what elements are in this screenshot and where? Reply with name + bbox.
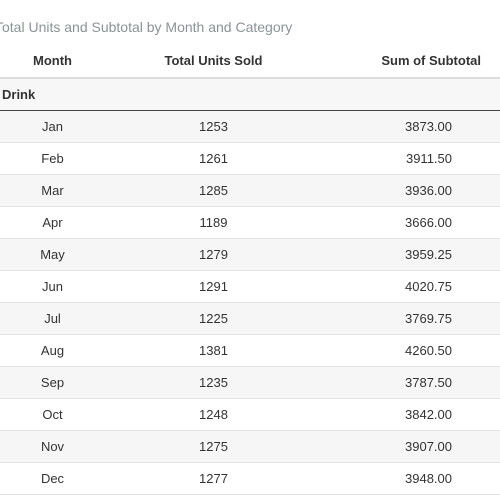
cell-sum-subtotal: 3936.00 bbox=[322, 174, 500, 207]
cell-sum-subtotal: 3959.25 bbox=[322, 238, 500, 271]
table-row: Jan 1253 3873.00 bbox=[0, 110, 500, 143]
cell-sum-subtotal: 3787.50 bbox=[322, 366, 500, 399]
column-header-sum-subtotal[interactable]: Sum of Subtotal bbox=[322, 44, 500, 79]
table-body: Drink Jan 1253 3873.00 Feb 1261 3911.50 … bbox=[0, 78, 500, 495]
table-row: Feb 1261 3911.50 bbox=[0, 142, 500, 175]
cell-sum-subtotal: 3948.00 bbox=[322, 462, 500, 495]
table-row: Apr 1189 3666.00 bbox=[0, 206, 500, 239]
cell-sum-subtotal: 3842.00 bbox=[322, 398, 500, 431]
cell-sum-subtotal: 3911.50 bbox=[322, 142, 500, 175]
table-row: Aug 1381 4260.50 bbox=[0, 334, 500, 367]
cell-total-units: 1248 bbox=[105, 398, 322, 431]
cell-total-units: 1275 bbox=[105, 430, 322, 463]
cell-month: Oct bbox=[0, 398, 105, 431]
group-row: Drink bbox=[0, 78, 500, 111]
cell-total-units: 1261 bbox=[105, 142, 322, 175]
cell-month: May bbox=[0, 238, 105, 271]
group-label: Drink bbox=[0, 78, 500, 111]
data-table: Month Total Units Sold Sum of Subtotal D… bbox=[0, 44, 500, 495]
table-row: Jul 1225 3769.75 bbox=[0, 302, 500, 335]
cell-month: Aug bbox=[0, 334, 105, 367]
cell-total-units: 1235 bbox=[105, 366, 322, 399]
table-row: Oct 1248 3842.00 bbox=[0, 398, 500, 431]
cell-month: Jul bbox=[0, 302, 105, 335]
cell-sum-subtotal: 3873.00 bbox=[322, 110, 500, 143]
table-row: Dec 1277 3948.00 bbox=[0, 462, 500, 495]
cell-sum-subtotal: 3907.00 bbox=[322, 430, 500, 463]
cell-month: Sep bbox=[0, 366, 105, 399]
cell-total-units: 1279 bbox=[105, 238, 322, 271]
cell-month: Dec bbox=[0, 462, 105, 495]
cell-total-units: 1285 bbox=[105, 174, 322, 207]
cell-month: Feb bbox=[0, 142, 105, 175]
header-row: Month Total Units Sold Sum of Subtotal bbox=[0, 44, 500, 79]
table-row: May 1279 3959.25 bbox=[0, 238, 500, 271]
cell-total-units: 1291 bbox=[105, 270, 322, 303]
cell-total-units: 1189 bbox=[105, 206, 322, 239]
cell-month: Nov bbox=[0, 430, 105, 463]
table-row: Jun 1291 4020.75 bbox=[0, 270, 500, 303]
column-header-total-units[interactable]: Total Units Sold bbox=[105, 44, 322, 79]
cell-sum-subtotal: 4260.50 bbox=[322, 334, 500, 367]
cell-total-units: 1381 bbox=[105, 334, 322, 367]
cell-sum-subtotal: 4020.75 bbox=[322, 270, 500, 303]
cell-total-units: 1277 bbox=[105, 462, 322, 495]
cell-month: Mar bbox=[0, 174, 105, 207]
cell-month: Apr bbox=[0, 206, 105, 239]
cell-month: Jan bbox=[0, 110, 105, 143]
cell-sum-subtotal: 3769.75 bbox=[322, 302, 500, 335]
table-row: Nov 1275 3907.00 bbox=[0, 430, 500, 463]
column-header-month[interactable]: Month bbox=[0, 44, 105, 79]
cell-total-units: 1225 bbox=[105, 302, 322, 335]
table-row: Sep 1235 3787.50 bbox=[0, 366, 500, 399]
cell-month: Jun bbox=[0, 270, 105, 303]
table-row: Mar 1285 3936.00 bbox=[0, 174, 500, 207]
cell-total-units: 1253 bbox=[105, 110, 322, 143]
table-title: Total Units and Subtotal by Month and Ca… bbox=[0, 19, 293, 35]
cell-sum-subtotal: 3666.00 bbox=[322, 206, 500, 239]
